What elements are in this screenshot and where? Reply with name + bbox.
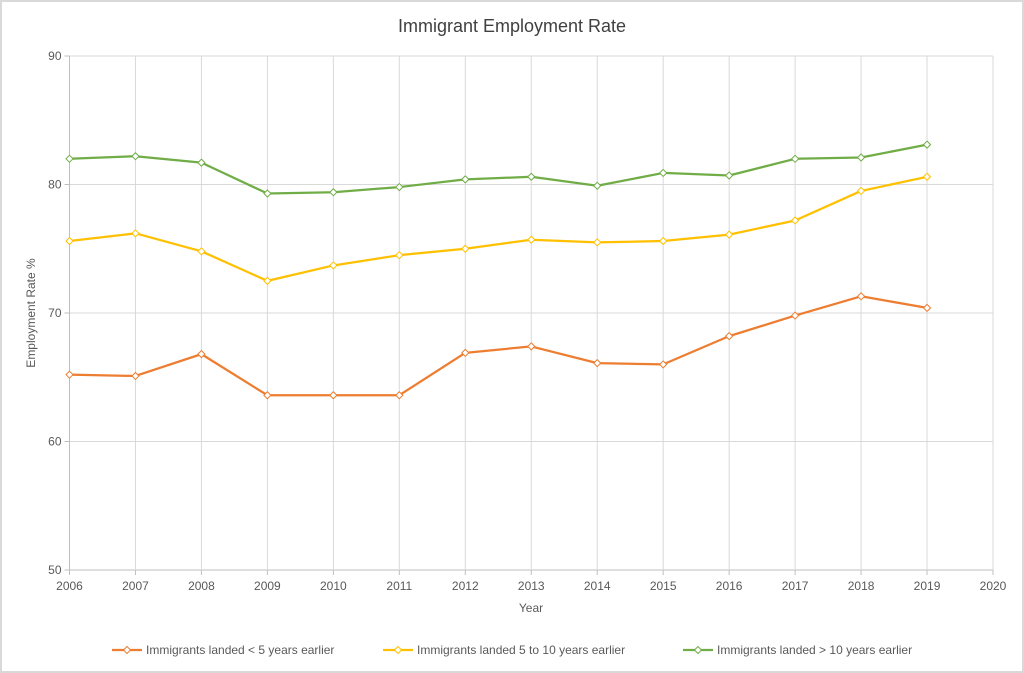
x-tick-label: 2013 xyxy=(518,579,545,593)
legend-item: Immigrants landed < 5 years earlier xyxy=(112,643,334,657)
x-tick-label: 2011 xyxy=(386,579,412,593)
y-tick-label: 70 xyxy=(48,306,62,320)
legend-label: Immigrants landed 5 to 10 years earlier xyxy=(417,643,625,657)
series-group xyxy=(65,140,932,400)
y-axis-ticks: 50 60 70 80 90 xyxy=(48,49,62,577)
x-tick-label: 2008 xyxy=(188,579,215,593)
legend-marker-icon xyxy=(693,645,703,655)
x-tick-label: 2007 xyxy=(122,579,149,593)
data-point xyxy=(527,342,536,351)
data-point xyxy=(197,349,206,359)
legend-label: Immigrants landed > 10 years earlier xyxy=(717,643,912,657)
data-point xyxy=(724,331,734,341)
series-3 xyxy=(65,140,932,198)
legend-label: Immigrants landed < 5 years earlier xyxy=(146,643,334,657)
x-tick-label: 2016 xyxy=(716,579,743,593)
data-point xyxy=(922,303,932,313)
data-point xyxy=(461,244,470,253)
x-tick-label: 2009 xyxy=(254,579,281,593)
data-point xyxy=(65,370,74,379)
x-axis-ticks: 2006 2007 2008 2009 2010 2011 2012 2013 2014 2015… xyxy=(56,579,1007,593)
data-point xyxy=(658,168,668,178)
series-2 xyxy=(65,172,932,286)
x-tick-label: 2019 xyxy=(914,579,941,593)
data-point xyxy=(790,154,800,164)
x-tick-label: 2006 xyxy=(56,579,83,593)
data-point xyxy=(263,189,272,198)
data-point xyxy=(461,175,470,184)
data-point xyxy=(658,360,668,369)
data-point xyxy=(724,230,734,239)
data-point xyxy=(461,348,470,358)
x-tick-label: 2012 xyxy=(452,579,479,593)
data-point xyxy=(724,171,734,180)
data-point xyxy=(856,153,866,162)
x-tick-label: 2015 xyxy=(650,579,677,593)
gridlines xyxy=(64,55,994,575)
data-point xyxy=(527,172,536,181)
data-point xyxy=(263,391,272,400)
data-point xyxy=(131,152,140,161)
legend-item: Immigrants landed > 10 years earlier xyxy=(683,643,912,657)
data-point xyxy=(790,311,800,320)
x-tick-label: 2017 xyxy=(782,579,809,593)
data-point xyxy=(593,181,602,190)
data-point xyxy=(395,182,404,192)
data-point xyxy=(197,158,206,167)
data-point xyxy=(329,261,338,270)
data-point xyxy=(790,216,800,225)
data-point xyxy=(395,250,404,260)
data-point xyxy=(197,247,206,256)
data-point xyxy=(658,236,668,246)
y-tick-label: 60 xyxy=(48,435,62,449)
data-point xyxy=(593,238,602,247)
data-point xyxy=(329,188,338,197)
series-line xyxy=(69,295,928,397)
legend: Immigrants landed < 5 years earlier Immig… xyxy=(112,643,912,657)
legend-marker-icon xyxy=(393,645,403,655)
data-point xyxy=(395,391,404,400)
x-tick-label: 2014 xyxy=(584,579,611,593)
data-point xyxy=(263,276,272,286)
y-tick-label: 50 xyxy=(48,563,62,577)
data-point xyxy=(856,292,866,301)
x-tick-label: 2018 xyxy=(848,579,875,593)
data-point xyxy=(131,371,140,381)
series-line xyxy=(69,143,928,195)
y-tick-label: 80 xyxy=(48,178,62,192)
y-tick-label: 90 xyxy=(48,49,62,63)
x-tick-label: 2020 xyxy=(980,579,1007,593)
series-line xyxy=(69,175,928,282)
legend-marker-icon xyxy=(122,645,132,655)
series-1 xyxy=(65,292,932,400)
data-point xyxy=(593,358,602,368)
x-axis-title: Year xyxy=(519,601,543,615)
data-point xyxy=(65,154,74,164)
x-tick-label: 2010 xyxy=(320,579,347,593)
chart-title: Immigrant Employment Rate xyxy=(398,16,626,36)
legend-item: Immigrants landed 5 to 10 years earlier xyxy=(383,643,625,657)
data-point xyxy=(922,172,932,181)
data-point xyxy=(329,391,338,400)
data-point xyxy=(856,186,866,196)
data-point xyxy=(527,235,536,244)
data-point xyxy=(65,236,74,246)
data-point xyxy=(922,140,932,149)
y-axis-title: Employment Rate % xyxy=(24,258,38,368)
data-point xyxy=(131,229,140,238)
